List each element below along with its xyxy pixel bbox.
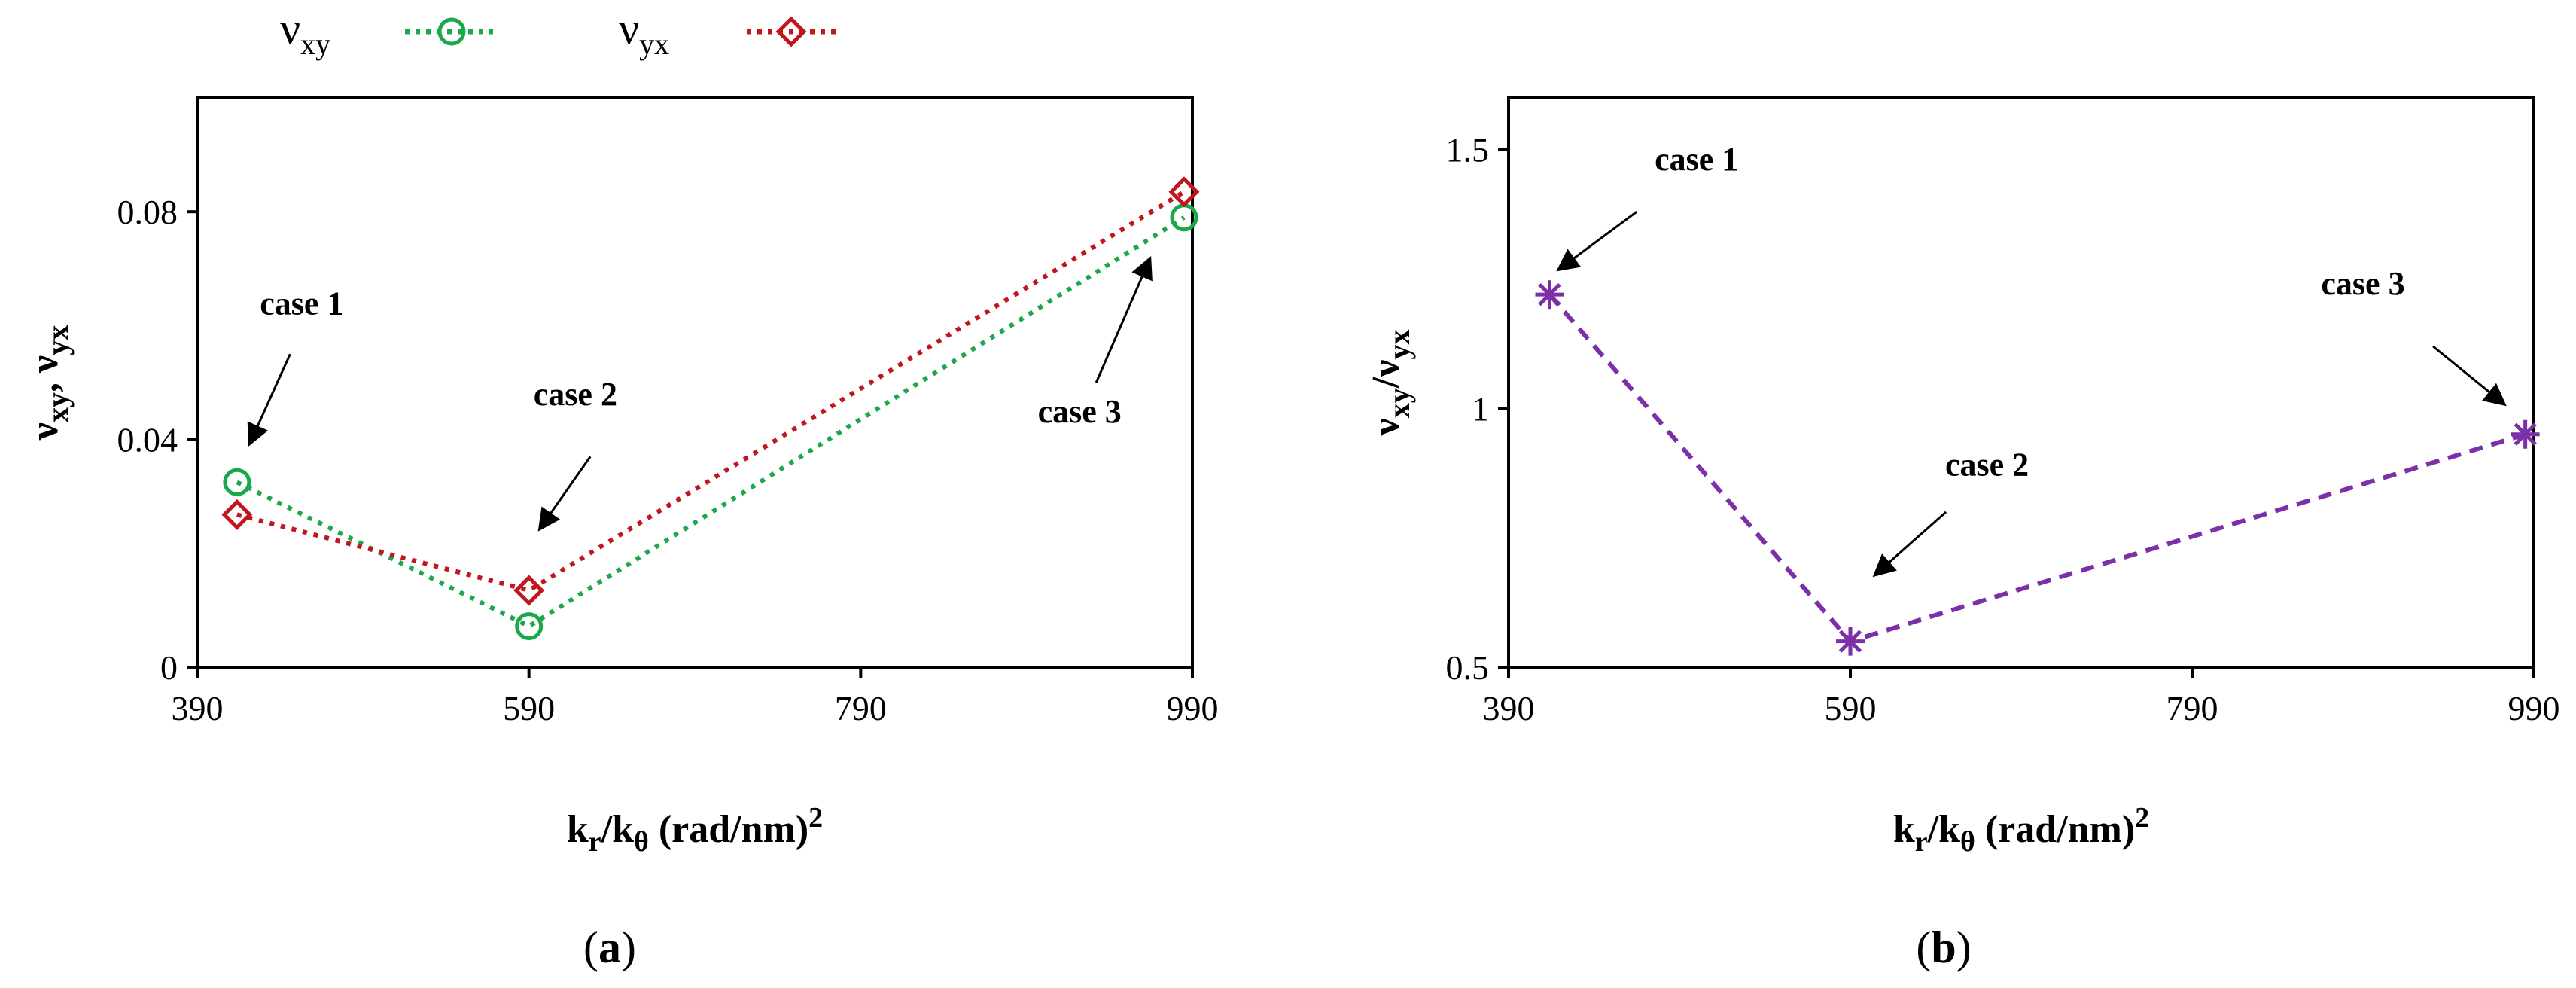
chart-panel-b: 390 590 790 990 0.5 1 1.5 case 1 case 2 case 3 ν… [1365, 96, 2560, 972]
legend-marker-diamond-icon [775, 16, 807, 47]
annotation-arrow [1872, 511, 1947, 578]
y-tick-label: 0.5 [1446, 648, 1490, 687]
data-point-circle [223, 468, 251, 496]
x-axis-label-a: kr/kθ (rad/nm)2 [567, 802, 823, 858]
legend-symbol-nuyx: νyx [619, 4, 669, 61]
axis-ticks-a: 390 590 790 990 0 0.04 0.08 [117, 193, 1219, 727]
data-point-star [2511, 419, 2540, 449]
annotation-arrow [537, 456, 592, 532]
y-tick-label: 1.5 [1446, 131, 1490, 169]
x-tick-label: 390 [1483, 689, 1535, 727]
data-point-diamond [513, 575, 545, 606]
axis-ticks-b: 390 590 790 990 0.5 1 1.5 [1446, 131, 2560, 727]
legend-sub-nuxy: xy [300, 27, 330, 61]
y-tick-label: 0.08 [117, 193, 178, 231]
x-tick-label: 790 [835, 689, 887, 727]
y-tick-label: 1 [1472, 389, 1489, 428]
annotations-layer-b: case 1 case 2 case 3 [1556, 141, 2507, 578]
data-point-star [1535, 280, 1564, 310]
x-tick-label: 990 [1167, 689, 1219, 727]
series-line-1-0 [1548, 293, 2526, 645]
series-layer-a [221, 176, 1200, 641]
data-point-circle [515, 612, 544, 641]
series-line-0-1 [236, 190, 1186, 593]
legend-entry-nuyx: νyx [619, 4, 836, 61]
annotations-layer-a: case 1 case 2 case 3 [247, 255, 1153, 532]
annotation-label: case 3 [1038, 393, 1122, 430]
annotation-arrow [2432, 345, 2507, 407]
legend-entry-nuxy: νxy [280, 4, 493, 61]
annotation-label: case 1 [1655, 141, 1738, 178]
x-tick-label: 990 [2508, 689, 2560, 727]
data-point-star [1836, 627, 1865, 656]
legend-marker-circle-icon [437, 17, 466, 46]
annotation-label: case 1 [260, 285, 343, 322]
x-axis-label-b: kr/kθ (rad/nm)2 [1893, 802, 2149, 858]
plot-frame-b [1507, 96, 2535, 669]
x-tick-label: 790 [2166, 689, 2218, 727]
annotation-label: case 2 [534, 376, 617, 413]
data-point-diamond [1168, 176, 1200, 208]
series-layer-b [1535, 280, 2540, 656]
annotation-arrow [1556, 210, 1638, 272]
x-tick-label: 590 [1825, 689, 1877, 727]
annotation-label: case 3 [2321, 265, 2404, 302]
y-axis-label-b: νxy/νyx [1365, 330, 1416, 437]
legend-panel-a: νxy νyx [280, 4, 836, 61]
annotation-label: case 2 [1945, 447, 2029, 483]
x-tick-label: 590 [503, 689, 555, 727]
y-tick-label: 0 [160, 648, 178, 687]
data-point-diamond [221, 499, 253, 530]
annotation-arrow [247, 353, 291, 447]
panel-a-label: (a) [583, 922, 636, 972]
legend-symbol-nuxy: νxy [280, 4, 330, 61]
y-axis-label-a: νxy, νyx [23, 325, 75, 441]
annotation-arrow [1095, 255, 1153, 383]
y-tick-label: 0.04 [117, 421, 178, 459]
panel-b-label: (b) [1916, 922, 1971, 972]
plot-frame-a [196, 96, 1194, 669]
legend-sub-nuyx: yx [639, 27, 669, 61]
x-tick-label: 390 [172, 689, 224, 727]
